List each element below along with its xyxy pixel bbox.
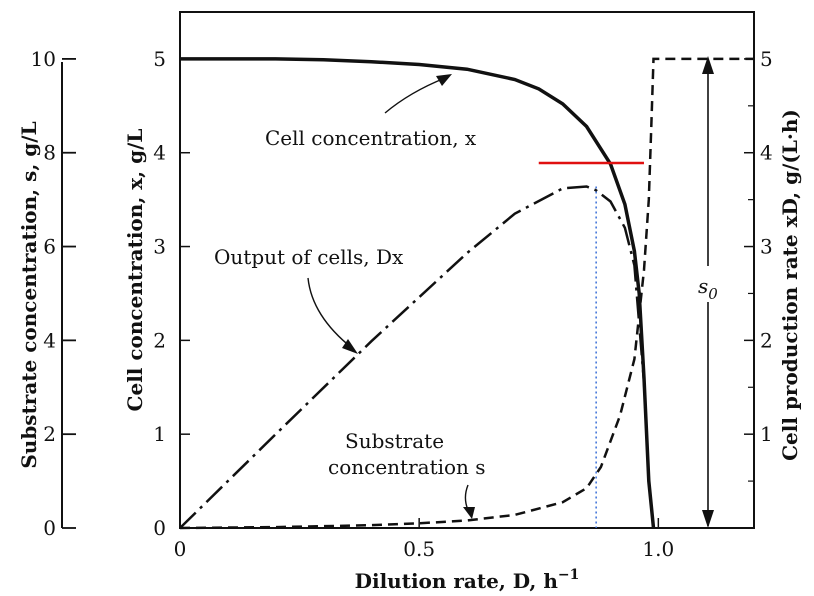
right-tick-label: 2: [760, 328, 773, 352]
outer-tick-label: 0: [43, 516, 56, 540]
series-cell-concentration: [180, 57, 656, 529]
s0-label: s0: [698, 274, 718, 303]
left-tick-label: 0: [153, 516, 166, 540]
outer-tick-label: 4: [43, 328, 56, 352]
left-tick-label: 5: [153, 47, 166, 71]
annotation-cell-concentration: Cell concentration, x: [265, 126, 477, 150]
y-axis-label-outer: Substrate concentration, s, g/L: [17, 121, 41, 468]
outer-tick-label: 10: [31, 47, 56, 71]
outer-tick-label: 8: [43, 141, 56, 165]
outer-tick-label: 2: [43, 422, 56, 446]
right-tick-label: 1: [760, 422, 773, 446]
s0-label-background: [692, 266, 726, 302]
left-tick-label: 4: [153, 141, 166, 165]
x-tick-label: 1.0: [642, 537, 674, 561]
x-axis-ticks: 0 0.5 1.0: [174, 518, 674, 561]
series-substrate-concentration: [179, 57, 754, 530]
annotation-pointers: [307, 74, 475, 519]
left-tick-label: 2: [153, 328, 166, 352]
x-axis-label: Dilution rate, D, h−1: [355, 567, 580, 593]
left-tick-label: 1: [153, 422, 166, 446]
right-tick-label: 3: [760, 235, 773, 259]
right-tick-label: 4: [760, 141, 773, 165]
y-axis-label-right: Cell production rate xD, g/(L·h): [778, 109, 802, 461]
left-tick-label: 3: [153, 235, 166, 259]
right-axis-ticks: 1 2 3 4 5: [744, 47, 773, 482]
x-tick-label: 0.5: [403, 537, 435, 561]
annotation-output-of-cells: Output of cells, Dx: [214, 245, 404, 269]
outer-axis-ticks: 0 2 4 6 8 10: [31, 47, 76, 540]
annotation-substrate-line1: Substrate: [345, 429, 444, 453]
left-axis-ticks: 0 1 2 3 4 5: [153, 47, 190, 540]
x-tick-label: 0: [174, 537, 187, 561]
outer-tick-label: 6: [43, 235, 56, 259]
right-tick-label: 5: [760, 47, 773, 71]
annotation-substrate-line2: concentration s: [328, 455, 486, 479]
series-output-of-cells: [179, 185, 655, 529]
y-axis-label-left: Cell concentration, x, g/L: [123, 129, 147, 412]
plot-frame: [179, 11, 755, 529]
